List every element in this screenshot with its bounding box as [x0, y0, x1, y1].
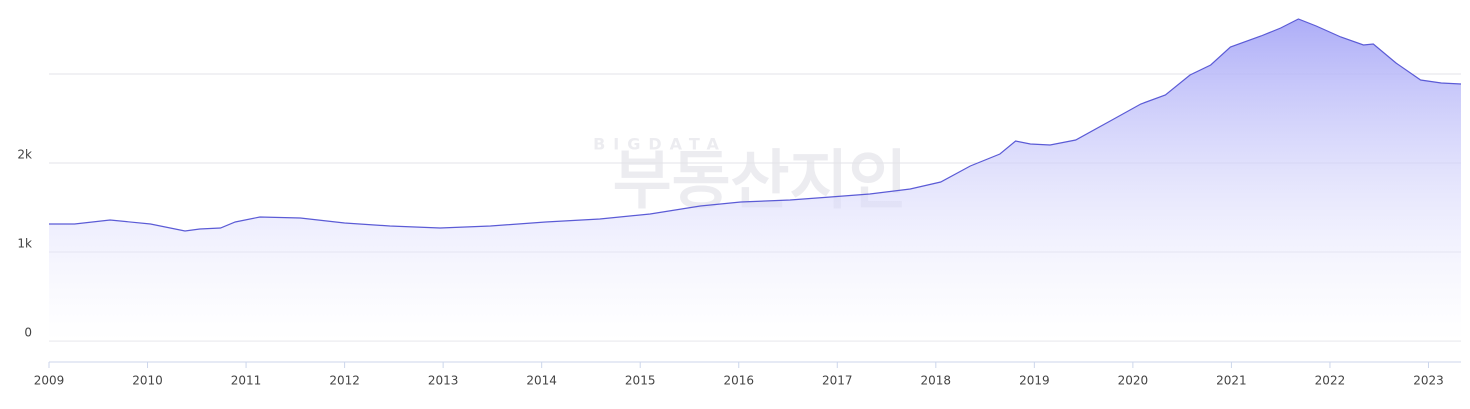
y-tick-label: 0	[24, 326, 32, 340]
x-tick-label: 2011	[231, 374, 262, 388]
x-tick-label: 2021	[1216, 374, 1247, 388]
y-tick-label: 2k	[17, 148, 32, 162]
x-tick-label: 2016	[723, 374, 754, 388]
x-tick-label: 2015	[625, 374, 656, 388]
x-tick-label: 2022	[1315, 374, 1346, 388]
x-tick-label: 2010	[132, 374, 163, 388]
x-tick-label: 2020	[1118, 374, 1149, 388]
y-tick-label: 1k	[17, 237, 32, 251]
x-tick-label: 2013	[428, 374, 459, 388]
x-tick-label: 2019	[1019, 374, 1050, 388]
x-tick-label: 2009	[34, 374, 65, 388]
area-fill	[49, 19, 1461, 341]
area-line	[49, 18, 1462, 232]
x-tick-label: 2014	[526, 374, 557, 388]
watermark-top: BIGDATA	[593, 135, 727, 154]
x-tick-label: 2018	[921, 374, 952, 388]
x-tick-label: 2017	[822, 374, 853, 388]
x-tick-label: 2023	[1413, 374, 1444, 388]
x-tick-label: 2012	[329, 374, 360, 388]
